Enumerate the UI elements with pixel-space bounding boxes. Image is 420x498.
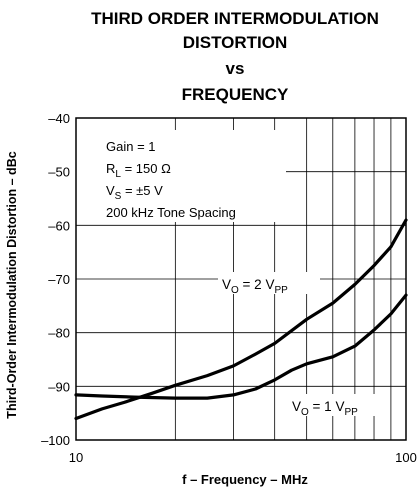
condition-gain: Gain = 1 [106,139,156,154]
series-label-1vpp-bg [288,394,388,416]
y-tick-label: –60 [48,218,70,233]
series-line-2vpp [74,218,408,421]
conditions-box: Gain = 1 RL = 150 Ω VS = ±5 V 200 kHz To… [76,130,286,222]
series-label-2vpp-bg [218,272,320,294]
y-tick-label: –100 [41,433,70,448]
y-tick-label: –90 [48,379,70,394]
series-lines [74,218,408,421]
series-label-1vpp: VO = 1 VPP [288,394,388,418]
condition-tone-spacing: 200 kHz Tone Spacing [106,205,236,220]
x-axis-label: f – Frequency – MHz [182,472,308,487]
y-tick-label: –70 [48,272,70,287]
series-label-2vpp: VO = 2 VPP [218,272,320,296]
chart-title-line-2: DISTORTION [182,33,288,52]
x-tick-labels: 10 100 [69,450,417,465]
y-tick-labels: –40 –50 –60 –70 –80 –90 –100 [41,111,70,448]
series-label-1vpp-text: VO = 1 VPP [292,399,358,418]
y-tick-label: –40 [48,111,70,126]
series-line-1vpp [74,293,408,400]
x-tick-label: 10 [69,450,83,465]
condition-rl: RL = 150 Ω [106,161,171,180]
chart-title-line-1: THIRD ORDER INTERMODULATION [91,9,379,28]
chart-title-line-4: FREQUENCY [181,85,289,104]
x-tick-label: 100 [395,450,417,465]
y-tick-label: –50 [48,165,70,180]
y-tick-label: –80 [48,326,70,341]
conditions-box-bg [76,130,286,222]
plot-frame [75,117,407,441]
series-label-2vpp-text: VO = 2 VPP [222,277,288,296]
chart-title-line-3: vs [225,59,245,78]
condition-vs: VS = ±5 V [106,183,163,202]
